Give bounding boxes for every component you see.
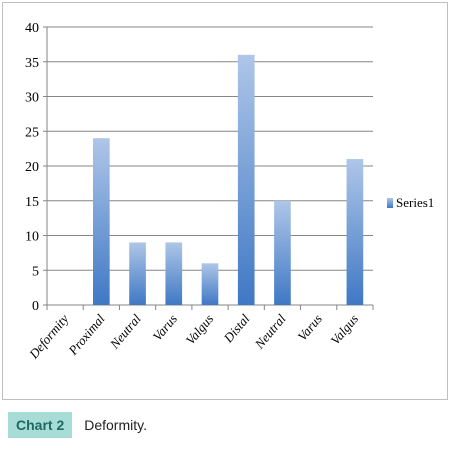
y-tick-label: 5 — [32, 264, 39, 279]
y-tick-label: 30 — [25, 91, 39, 106]
bar-proximal — [93, 138, 110, 305]
x-category-label: Varus — [150, 311, 181, 343]
y-tick-label: 0 — [32, 299, 39, 314]
y-tick-label: 35 — [25, 56, 39, 71]
y-tick-label: 10 — [25, 230, 39, 245]
y-tick-label: 40 — [25, 21, 39, 36]
caption-badge: Chart 2 — [8, 412, 73, 438]
legend: Series1 — [387, 195, 434, 210]
x-category-label: Deformity — [25, 311, 71, 362]
x-category-label: Proximal — [65, 311, 108, 358]
x-category-label: Valgus — [327, 311, 361, 347]
x-category-label: Distal — [220, 311, 253, 346]
chart-caption: Chart 2 Deformity. — [8, 412, 147, 438]
x-category-label: Neutral — [106, 311, 144, 352]
bar-varus — [165, 242, 183, 305]
chart-frame: 0 5 10 15 20 25 30 35 40 Deformity Proximal Neutra… — [2, 2, 448, 400]
x-category-label: Valgus — [183, 311, 217, 347]
x-category-label: Varus — [294, 311, 325, 343]
caption-text: Deformity. — [84, 417, 147, 433]
bar-neutral — [274, 200, 291, 305]
bar-neutral — [129, 242, 146, 305]
legend-swatch — [387, 198, 393, 208]
x-category-label: Neutral — [251, 311, 289, 352]
y-axis-ticks: 0 5 10 15 20 25 30 35 40 — [25, 21, 39, 314]
bar-distal — [237, 54, 255, 305]
bars — [93, 54, 364, 305]
bar-valgus — [201, 263, 219, 305]
y-tick-label: 20 — [25, 160, 39, 175]
y-tick-label: 25 — [25, 125, 39, 140]
legend-label: Series1 — [396, 195, 434, 210]
y-tick-label: 15 — [25, 195, 39, 210]
bar-valgus — [346, 159, 364, 305]
